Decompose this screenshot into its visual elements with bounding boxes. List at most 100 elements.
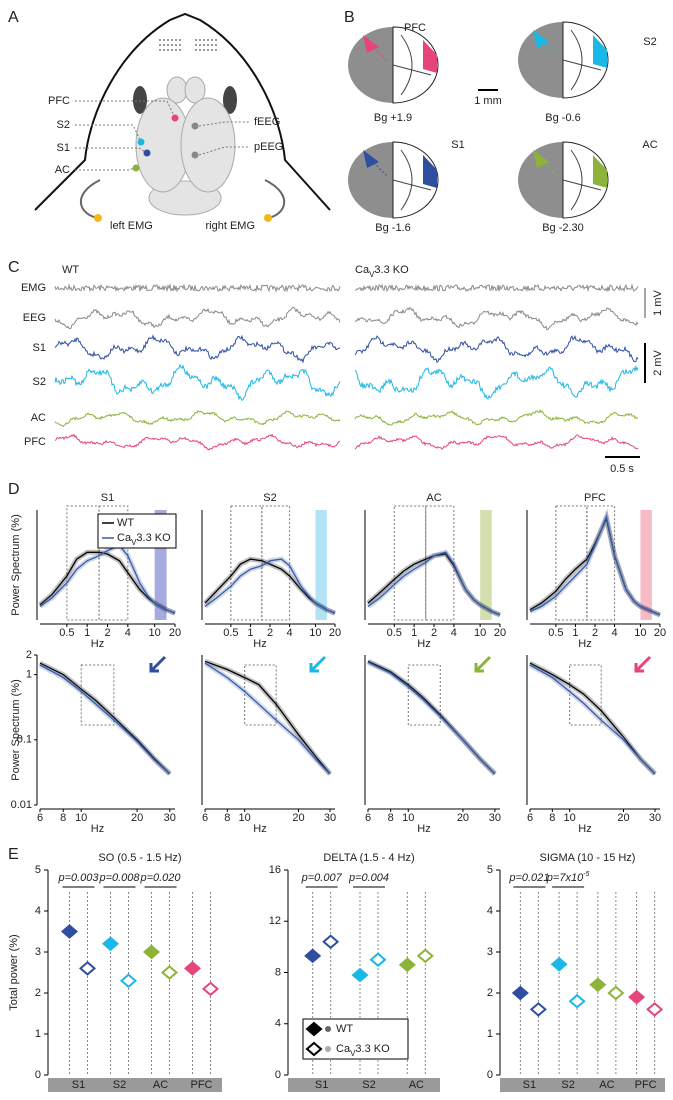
x-axis-label: Hz xyxy=(91,638,104,650)
band-box xyxy=(586,505,616,621)
section-level: Bg -0.6 xyxy=(545,112,580,124)
mean-marker xyxy=(101,936,120,952)
x-tick-label: 30 xyxy=(324,812,336,824)
leader-line xyxy=(75,100,176,119)
trace xyxy=(354,283,639,293)
emg-wire xyxy=(264,179,286,219)
x-tick-label: 6 xyxy=(365,812,371,824)
x-tick-label: 6 xyxy=(527,812,533,824)
eye xyxy=(133,86,147,114)
arrow xyxy=(634,655,652,673)
x-tick-label: 10 xyxy=(239,812,251,824)
x-tick-label: 20 xyxy=(169,627,181,639)
condition-label: WT xyxy=(62,264,79,276)
x-tick-label: 2 xyxy=(431,627,437,639)
band-box xyxy=(98,505,129,621)
mean-marker xyxy=(322,934,340,950)
y-tick-label: 0 xyxy=(35,1069,41,1081)
band-box xyxy=(244,664,277,726)
x-tick-label: 0.5 xyxy=(387,627,402,639)
whisker-dot xyxy=(203,44,205,46)
x-axis-label: Hz xyxy=(253,823,266,835)
x-tick-label: 4 xyxy=(125,627,131,639)
hemisphere xyxy=(180,97,236,193)
y-axis-label: Power Spectrum (%) xyxy=(10,514,22,615)
y-tick-label: 8 xyxy=(275,966,281,978)
whisker-dot xyxy=(171,44,173,46)
whisker-dot xyxy=(211,39,213,41)
y-tick-label: 0 xyxy=(275,1069,281,1081)
mean-marker xyxy=(568,993,586,1009)
x-tick-label: 2 xyxy=(592,627,598,639)
sigma-band xyxy=(315,510,327,620)
chart-title: SIGMA (10 - 15 Hz) xyxy=(540,852,636,864)
chart-title: PFC xyxy=(584,492,606,504)
x-axis-label: Hz xyxy=(417,823,430,835)
mean-marker xyxy=(529,1002,547,1017)
leader-line xyxy=(198,146,250,156)
x-axis-label: Hz xyxy=(253,638,266,650)
channel-label: PFC xyxy=(24,436,46,448)
condition-label-part: V xyxy=(369,270,375,279)
leader-line xyxy=(198,121,250,127)
whisker-dot xyxy=(207,39,209,41)
whisker-dot xyxy=(199,49,201,51)
whisker-dot xyxy=(171,39,173,41)
x-tick-label: 8 xyxy=(549,812,555,824)
x-tick-label: 10 xyxy=(149,627,161,639)
whisker-dot xyxy=(171,49,173,51)
panel-letter: E xyxy=(8,846,19,863)
legend-label: WT xyxy=(117,517,134,529)
whisker-dot xyxy=(207,49,209,51)
whisker-dot xyxy=(179,39,181,41)
region-label: S2 xyxy=(643,36,656,48)
atlas-line xyxy=(562,149,602,211)
x-tick-label: 30 xyxy=(649,812,661,824)
sigma-band xyxy=(154,510,167,620)
y-tick-label: 3 xyxy=(487,946,493,958)
series-line xyxy=(367,661,496,775)
whisker-dot xyxy=(159,49,161,51)
mean-marker xyxy=(142,944,161,960)
panel-letter: C xyxy=(8,259,20,276)
section-level: Bg -1.6 xyxy=(375,222,410,234)
legend-label-part: 3.3 KO xyxy=(355,1043,390,1055)
mean-marker xyxy=(160,965,179,980)
mean-marker xyxy=(628,989,646,1005)
emg-label: right EMG xyxy=(205,220,255,232)
legend-label-part: Ca xyxy=(117,532,132,544)
series-line xyxy=(39,662,171,775)
x-tick-label: 30 xyxy=(164,812,176,824)
emg-electrode xyxy=(94,214,102,222)
p-value-part: -5 xyxy=(583,871,589,878)
x-tick-label: 10 xyxy=(474,627,486,639)
condition-label-part: Ca xyxy=(355,264,370,276)
mean-marker xyxy=(60,924,79,939)
whisker-dot xyxy=(159,39,161,41)
section-photo xyxy=(518,142,563,218)
legend-label: CaV3.3 KO xyxy=(117,532,171,547)
scale-label: 0.5 s xyxy=(610,463,634,475)
x-tick-label: 2 xyxy=(104,627,110,639)
mean-marker xyxy=(398,957,416,973)
category-bar xyxy=(500,1078,665,1092)
section-photo xyxy=(348,142,393,218)
sigma-band xyxy=(640,510,652,620)
mean-marker xyxy=(416,948,434,964)
x-tick-label: S1 xyxy=(315,1079,328,1091)
leader-line xyxy=(75,147,148,154)
x-tick-label: 1 xyxy=(84,627,90,639)
trace xyxy=(354,334,639,363)
x-tick-label: 8 xyxy=(388,812,394,824)
region-patch xyxy=(593,35,607,68)
y-tick-label: 3 xyxy=(35,946,41,958)
whisker-dot xyxy=(195,49,197,51)
y-tick-label: 5 xyxy=(35,864,41,876)
mean-marker xyxy=(589,977,607,993)
panel-letter: D xyxy=(8,481,20,498)
p-value: p=0.007 xyxy=(301,872,343,884)
trace xyxy=(54,433,341,451)
p-value-part: p=7x10 xyxy=(546,872,584,884)
channel-label: EEG xyxy=(23,312,46,324)
